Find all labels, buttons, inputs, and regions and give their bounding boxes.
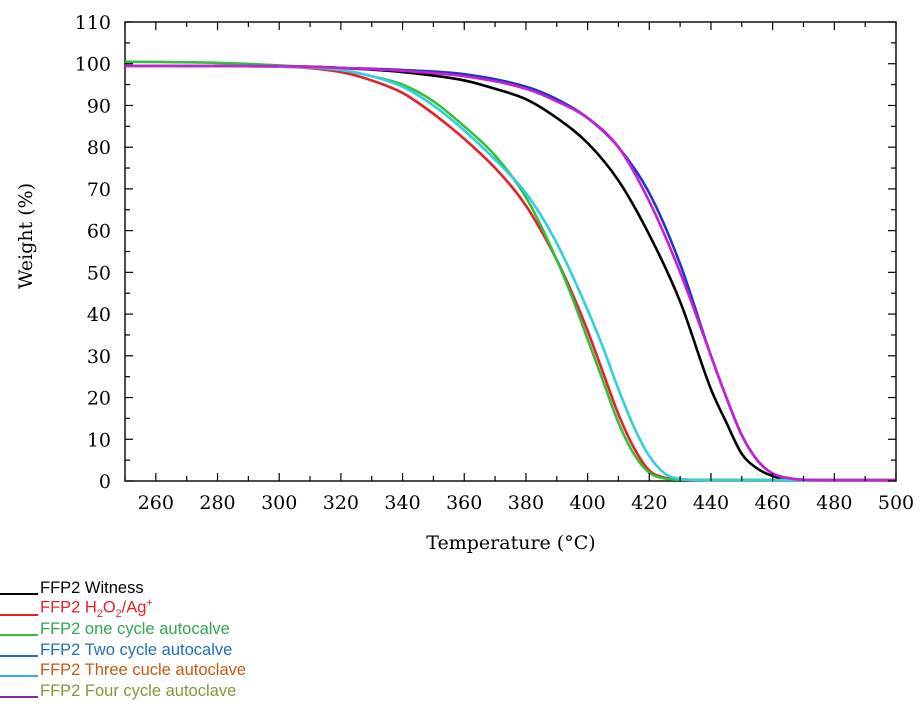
x-tick-label: 440 [693,492,729,514]
y-tick-label: 10 [87,429,111,451]
x-tick-label: 280 [199,492,235,514]
legend-swatch [0,675,38,678]
plot-frame [124,21,897,482]
x-tick-label: 400 [569,492,605,514]
x-axis-title: Temperature (°C) [426,532,595,554]
legend-swatch [0,593,38,596]
legend-item-three-cycle: FFP2 Three cucle autoclave [0,660,246,681]
x-tick-label: 420 [631,492,667,514]
series-line-5 [124,64,896,482]
legend-label: FFP2 Two cycle autocalve [40,640,233,659]
series-line-1 [124,64,896,482]
x-tick-label: 380 [508,492,544,514]
x-tick-label: 360 [446,492,482,514]
y-tick-label: 100 [75,54,111,76]
series-line-3 [124,60,897,482]
legend-swatch [0,654,38,657]
legend-item-four-cycle: FFP2 Four cycle autoclave [0,681,246,702]
legend-item-witness: FFP2 Witness [0,578,246,599]
legend-item-h2o2-ag: FFP2 H2O2/Ag+ [0,597,246,620]
y-tick-label: 40 [87,304,111,326]
tga-chart: 260 280 300 320 340 360 380 400 420 440 460 480 500 0… [15,12,914,554]
x-tick-label: 480 [816,492,852,514]
series-line-6 [124,64,896,482]
y-axis-title: Weight (%) [15,183,37,289]
y-tick-label: 90 [87,95,111,117]
series-line-2 [124,64,896,482]
legend-label: FFP2 Four cycle autoclave [40,681,237,700]
legend-item-one-cycle: FFP2 one cycle autocalve [0,619,246,640]
x-tick-label: 320 [323,492,359,514]
y-tick-label: 110 [75,12,111,34]
legend-label: FFP2 one cycle autocalve [40,620,230,638]
legend-label: FFP2 Three cucle autoclave [40,661,247,679]
y-tick-label: 50 [87,262,111,284]
y-tick-label: 30 [87,346,111,368]
legend-swatch [0,613,38,616]
y-tick-label: 70 [87,179,111,201]
x-tick-label: 300 [261,492,297,514]
legend-swatch [0,634,38,637]
legend-item-two-cycle: FFP2 Two cycle autocalve [0,640,246,661]
x-tick-label: 260 [138,492,174,514]
series-line-4 [124,64,896,482]
x-tick-label: 340 [384,492,420,514]
y-tick-label: 20 [87,388,111,410]
y-tick-label: 80 [87,137,111,159]
y-tick-label: 60 [87,221,111,243]
legend-label: FFP2 H2O2/Ag+ [40,597,153,620]
y-tick-label: 0 [99,471,111,493]
legend-label: FFP2 Witness [40,579,144,597]
x-tick-label: 500 [878,492,914,514]
legend-swatch [0,695,38,698]
x-tick-label: 460 [755,492,791,514]
legend: FFP2 Witness FFP2 H2O2/Ag+ FFP2 one cycl… [0,578,246,701]
